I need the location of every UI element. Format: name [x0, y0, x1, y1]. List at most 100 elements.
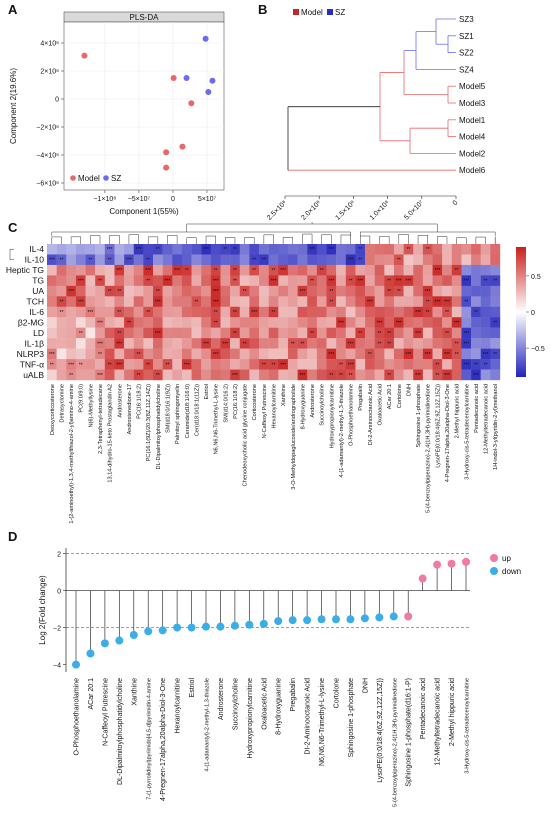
heatmap-cell — [114, 244, 125, 255]
heatmap-cell — [268, 264, 279, 276]
heatmap-cell — [114, 285, 125, 297]
heatmap-cell — [172, 369, 183, 381]
fc-down-dot — [360, 614, 369, 623]
heatmap-cell — [451, 306, 462, 318]
heatmap-cell — [413, 338, 424, 349]
heatmap-cell — [345, 244, 356, 255]
heatmap-cell — [75, 327, 86, 339]
colorbar — [516, 247, 526, 377]
heatmap-cell — [287, 338, 298, 349]
heatmap-cell — [56, 359, 67, 370]
heatmap-cell — [201, 369, 212, 381]
heatmap-cell — [480, 306, 491, 318]
heatmap-cell — [66, 359, 77, 370]
heatmap-cell — [201, 338, 212, 349]
heatmap-cell — [490, 359, 501, 370]
heatmap-cell — [393, 244, 404, 255]
heatmap-cell — [384, 369, 395, 381]
heatmap-cell — [278, 275, 289, 287]
heatmap-cell — [66, 348, 77, 360]
fc-down-dot — [375, 613, 384, 622]
heatmap-cell — [56, 327, 67, 339]
heatmap-cell — [124, 244, 134, 255]
heatmap-significance-mark: *** — [213, 289, 219, 295]
heatmap-cell — [287, 264, 298, 276]
heatmap-cell — [471, 275, 481, 287]
heatmap-cell — [220, 296, 231, 307]
heatmap-cell — [66, 369, 77, 381]
heatmap-cell — [153, 348, 163, 360]
heatmap-cell — [384, 254, 395, 266]
dendrogram-axis: 2.5×10⁸ 2.0×10⁸ 1.5×10⁸ 1.0×10⁸ 5.0×10⁷ 0 — [266, 195, 459, 222]
legend-model-marker — [70, 175, 76, 181]
heatmap-cell — [316, 296, 327, 307]
heatmap-cell — [268, 306, 279, 318]
heatmap-cell — [220, 275, 231, 287]
heatmap-cell — [124, 369, 134, 381]
heatmap-column-label: Sphingosine 1-phosphate — [416, 384, 422, 447]
heatmap-column-label: 2,3-Tetraphenyl-tetradecane — [98, 384, 104, 454]
heatmap-cell — [336, 244, 346, 255]
heatmap-cell — [95, 327, 106, 339]
pls-da-plot: PLS-DA −1×10⁸ −5×10⁷ 0 5×10⁷ 4×10⁶ 2×10⁶ 0 −2×1… — [9, 11, 225, 216]
pls-da-x-axis-label: Component 1(55%) — [109, 207, 179, 216]
heatmap-significance-mark: ** — [484, 362, 488, 368]
heatmap-cell — [307, 296, 318, 307]
heatmap-cell — [297, 275, 308, 287]
heatmap-cell — [297, 244, 308, 255]
heatmap-column-label: Corticosterone — [252, 384, 258, 420]
heatmap-column-label: Androsterone — [117, 384, 123, 418]
heatmap-column-label: 4-(1-adamantyl)-2-methyl-1,3-thiazole — [339, 384, 345, 478]
fc-legend: up down — [490, 554, 521, 576]
heatmap-cell — [47, 348, 57, 360]
heatmap-cell — [316, 338, 327, 349]
fc-category-label: Xanthine — [131, 678, 138, 706]
heatmap-cell — [287, 359, 298, 370]
fc-y-tick-label: 2 — [57, 552, 61, 559]
heatmap-cell — [451, 338, 462, 349]
heatmap-cell — [201, 306, 212, 318]
heatmap-cell — [384, 264, 395, 276]
heatmap-cell — [210, 306, 221, 318]
fc-category-label: DNH — [362, 678, 369, 693]
heatmap-significance-mark: ** — [339, 362, 343, 368]
pls-da-ticks: −1×10⁸ −5×10⁷ 0 5×10⁷ 4×10⁶ 2×10⁶ 0 −2×10⁶ −4×10… — [36, 41, 216, 204]
heatmap-cell — [259, 296, 269, 307]
dendrogram-legend: Model SZ — [293, 8, 345, 17]
heatmap-cell — [403, 275, 414, 287]
heatmap-cell — [471, 369, 481, 381]
legend-up-label: up — [502, 554, 511, 563]
heatmap-significance-mark: ** — [156, 247, 160, 253]
heatmap-row-label: Heptic TG — [6, 265, 44, 275]
heatmap-cell — [471, 296, 481, 307]
heatmap-cell — [230, 338, 240, 349]
heatmap-significance-mark: *** — [357, 279, 363, 285]
heatmap-cell — [66, 275, 77, 287]
heatmap-significance-mark: ** — [300, 341, 304, 347]
heatmap-cell — [56, 254, 67, 266]
heatmap-cell — [403, 306, 414, 318]
heatmap-cell — [249, 275, 260, 287]
heatmap-cell — [133, 244, 144, 255]
heatmap-cell — [230, 285, 240, 297]
pls-da-x-tick-label: −5×10⁷ — [128, 196, 151, 203]
heatmap-cell — [95, 306, 106, 318]
heatmap-cell — [249, 348, 260, 360]
heatmap-cell — [85, 285, 96, 297]
heatmap-cell — [268, 275, 279, 287]
heatmap-cell — [374, 254, 385, 266]
fc-up-dot — [433, 560, 442, 569]
dendrogram-leaf-label: Model3 — [459, 99, 486, 108]
heatmap-significance-mark: *** — [483, 352, 489, 358]
heatmap-significance-mark: ** — [358, 331, 362, 337]
heatmap-cell — [374, 369, 385, 381]
legend-sz-marker — [103, 175, 109, 181]
heatmap-cell — [230, 275, 240, 287]
heatmap-cell — [66, 317, 77, 328]
heatmap-column-label: PC(16:1/18:2) — [137, 384, 143, 419]
heatmap-cell — [384, 338, 395, 349]
heatmap-cell — [47, 264, 57, 276]
heatmap-cell — [480, 275, 491, 287]
heatmap-cell — [201, 348, 212, 360]
dendrogram-chart: Model SZ SZ3 SZ1 SZ2 SZ4 Model5 Model3 Model1 M… — [266, 8, 486, 222]
